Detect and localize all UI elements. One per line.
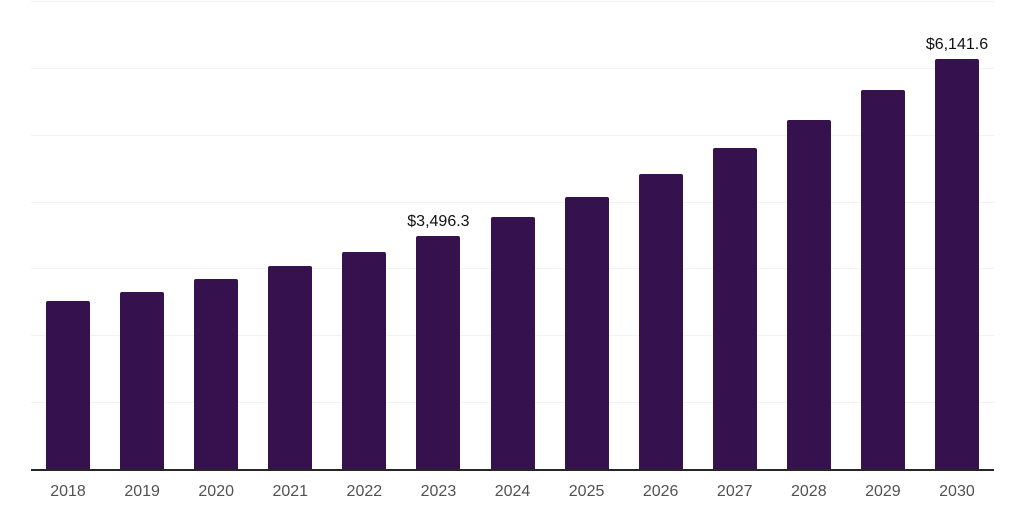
x-tick-label-2023: 2023 — [420, 483, 457, 500]
bar-2025 — [564, 196, 609, 470]
gridline-7000 — [31, 1, 994, 2]
x-tick-label-2030: 2030 — [939, 483, 975, 500]
x-tick-label-2020: 2020 — [198, 483, 234, 500]
x-tick-label-2021: 2021 — [272, 483, 309, 500]
gridline-4000 — [31, 201, 994, 203]
x-tick-label-2024: 2024 — [494, 483, 531, 500]
x-tick-label-2029: 2029 — [865, 483, 901, 500]
bar-2021 — [268, 266, 313, 470]
bar-2030 — [934, 59, 979, 470]
x-tick-label-2019: 2019 — [124, 483, 160, 500]
x-tick-label-2018: 2018 — [50, 483, 86, 500]
data-label-2023: $3,496.3 — [407, 213, 470, 231]
x-axis-tick-labels: 2018 2019 2020 2021 2022 2023 2024 2025 2026 2027… — [31, 482, 994, 504]
x-tick-label-2027: 2027 — [716, 483, 753, 500]
bar-2020 — [194, 279, 239, 470]
bar-2026 — [638, 174, 683, 470]
x-tick-label-2022: 2022 — [346, 483, 383, 500]
bar-2027 — [712, 148, 757, 470]
x-axis-line — [31, 469, 994, 471]
gridline-6000 — [31, 67, 994, 69]
bar-2022 — [342, 252, 387, 470]
x-tick-label-2026: 2026 — [642, 483, 679, 500]
bar-2029 — [860, 89, 905, 470]
plot-area: $3,496.3 $6,141.6 — [31, 1, 994, 470]
data-label-2030: $6,141.6 — [925, 36, 989, 54]
bar-2028 — [786, 120, 831, 470]
bar-2024 — [490, 217, 535, 470]
bar-2023 — [416, 236, 461, 470]
bar-2019 — [120, 291, 165, 470]
bar-2018 — [46, 300, 91, 470]
x-tick-label-2025: 2025 — [568, 483, 605, 500]
gridline-5000 — [31, 134, 994, 136]
x-tick-label-2028: 2028 — [791, 483, 827, 500]
